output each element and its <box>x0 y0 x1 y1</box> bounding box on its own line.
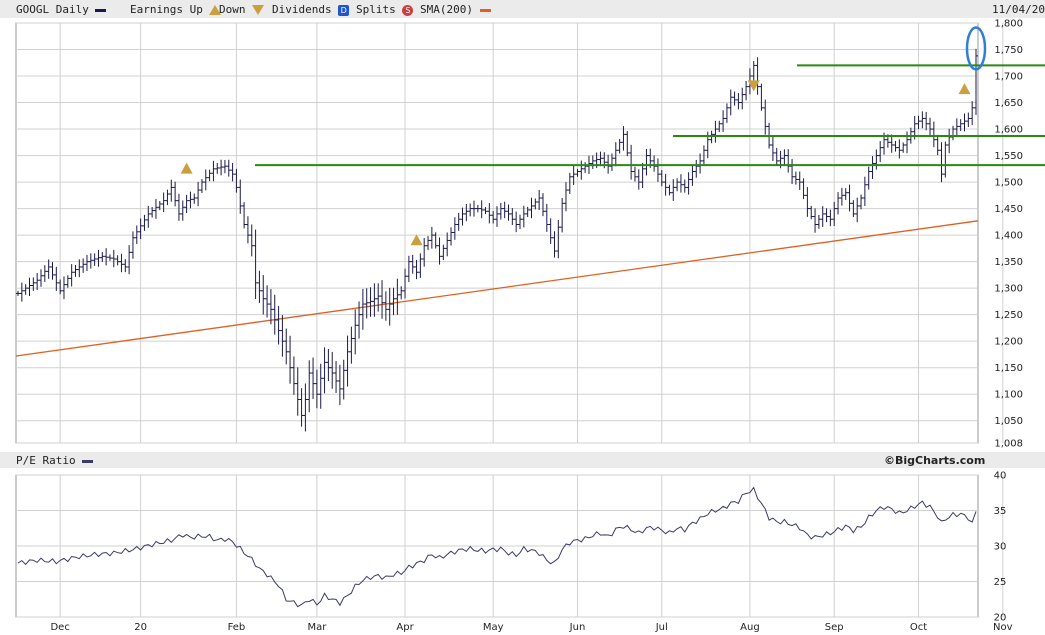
sma-200-line <box>15 220 979 357</box>
x-tick-label: Dec <box>50 622 69 633</box>
x-tick-label: Apr <box>396 622 414 633</box>
ohlc-bars <box>16 48 978 432</box>
splits-legend: Splits S <box>356 3 414 16</box>
highlight-ellipse <box>965 26 987 71</box>
x-tick-label: Oct <box>910 622 927 633</box>
price-y-tick-label: 1,150 <box>994 363 1023 374</box>
price-panel-frame <box>15 22 979 444</box>
pe-y-tick-label: 40 <box>994 471 1007 482</box>
pe-y-tick-label: 30 <box>994 542 1007 553</box>
price-y-tick-label: 1,750 <box>994 45 1023 56</box>
earnings-up-icon <box>180 162 193 174</box>
price-y-tick-label: 1,600 <box>994 125 1023 136</box>
pe-y-tick-label: 25 <box>994 577 1007 588</box>
price-y-tick-label: 1,200 <box>994 337 1023 348</box>
sma-legend: SMA(200) <box>420 3 491 16</box>
price-y-tick-label: 1,700 <box>994 72 1023 83</box>
price-y-tick-label: 1,100 <box>994 390 1023 401</box>
date-label: 11/04/20 <box>992 3 1045 16</box>
earnings-down-icon <box>252 5 265 15</box>
pe-swatch <box>82 459 94 463</box>
pe-y-tick-label: 35 <box>994 506 1007 517</box>
x-tick-label: 20 <box>134 622 147 633</box>
price-y-tick-label: 1,800 <box>994 19 1023 30</box>
price-y-tick-label: 1,650 <box>994 98 1023 109</box>
x-tick-label: May <box>483 622 504 633</box>
pe-y-tick-label: 20 <box>994 613 1007 624</box>
ticker-label: GOOGL Daily <box>16 3 107 16</box>
pe-title-bar: P/E Ratio ©BigCharts.com <box>0 452 1045 468</box>
x-tick-label: Aug <box>740 622 760 633</box>
credit-label: ©BigCharts.com <box>884 454 986 467</box>
price-y-tick-label: 1,350 <box>994 257 1023 268</box>
price-y-tick-label: 1,250 <box>994 310 1023 321</box>
sma-swatch <box>479 8 491 12</box>
price-y-tick-label: 1,550 <box>994 151 1023 162</box>
price-y-tick-label: 1,050 <box>994 416 1023 427</box>
earnings-up-icon <box>209 5 222 15</box>
pe-ratio-line <box>17 486 977 608</box>
legend-bar: GOOGL Daily Earnings Up Down Dividends D… <box>0 0 1045 18</box>
earnings-down-icon <box>747 80 760 92</box>
x-tick-label: Mar <box>307 622 327 633</box>
x-tick-label: Feb <box>228 622 246 633</box>
earnings-up-legend: Earnings Up <box>130 3 222 16</box>
earnings-up-icon <box>410 234 423 246</box>
x-tick-label: Jul <box>655 622 668 633</box>
price-swatch <box>95 8 107 12</box>
earnings-up-icon <box>958 83 971 95</box>
price-y-tick-label: 1,008 <box>994 439 1023 450</box>
price-y-tick-label: 1,400 <box>994 231 1023 242</box>
dividend-icon: D <box>338 4 350 16</box>
x-tick-label: Jun <box>569 622 586 633</box>
price-y-tick-label: 1,300 <box>994 284 1023 295</box>
x-tick-label: Nov <box>993 622 1013 633</box>
pe-title: P/E Ratio <box>16 454 94 467</box>
price-y-tick-label: 1,450 <box>994 204 1023 215</box>
split-icon: S <box>402 4 414 16</box>
earnings-down-legend: Down <box>219 3 265 16</box>
dividends-legend: Dividends D <box>272 3 350 16</box>
x-tick-label: Sep <box>825 622 844 633</box>
price-y-tick-label: 1,500 <box>994 178 1023 189</box>
